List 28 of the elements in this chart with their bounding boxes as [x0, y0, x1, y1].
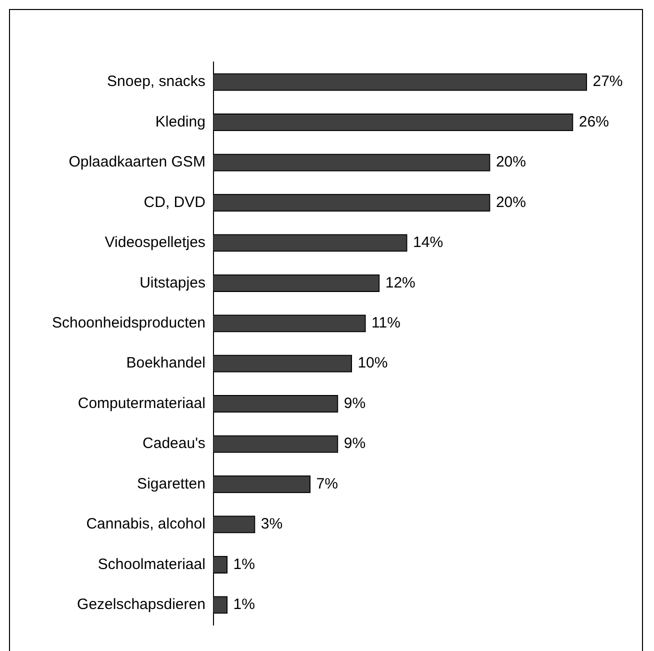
y-tick-label: Uitstapjes: [140, 274, 206, 292]
y-tick-label: Videospelletjes: [104, 234, 206, 252]
data-label: 12%: [385, 274, 416, 292]
data-label: 26%: [578, 113, 609, 130]
y-tick-label: Gezelschapsdieren: [77, 596, 206, 614]
data-label: 9%: [344, 394, 366, 412]
y-tick-label: Kleding: [155, 113, 206, 130]
data-label: 14%: [413, 234, 444, 252]
y-tick-label: Snoep, snacks: [107, 73, 206, 90]
data-label: 20%: [496, 194, 526, 211]
y-tick-label: Oplaadkaarten GSM: [68, 154, 206, 171]
y-tick-label: Sigaretten: [137, 475, 206, 492]
data-label: 11%: [372, 314, 400, 332]
data-label: 1%: [233, 556, 255, 573]
y-tick-label: Computermateriaal: [78, 394, 206, 412]
data-label: 1%: [233, 596, 255, 614]
data-label: 20%: [496, 154, 526, 171]
data-label: 3%: [260, 516, 283, 533]
y-tick-label: Schoolmateriaal: [98, 556, 206, 573]
y-tick-label: CD, DVD: [144, 194, 206, 211]
y-tick-label: Cannabis, alcohol: [86, 516, 206, 533]
data-label: 27%: [592, 73, 623, 90]
data-label: 9%: [344, 435, 366, 452]
data-label: 7%: [316, 475, 338, 492]
y-tick-label: Schoonheidsproducten: [52, 314, 206, 332]
y-tick-label: Boekhandel: [126, 354, 206, 372]
data-label: 10%: [358, 354, 388, 372]
y-tick-label: Cadeau's: [142, 435, 206, 452]
